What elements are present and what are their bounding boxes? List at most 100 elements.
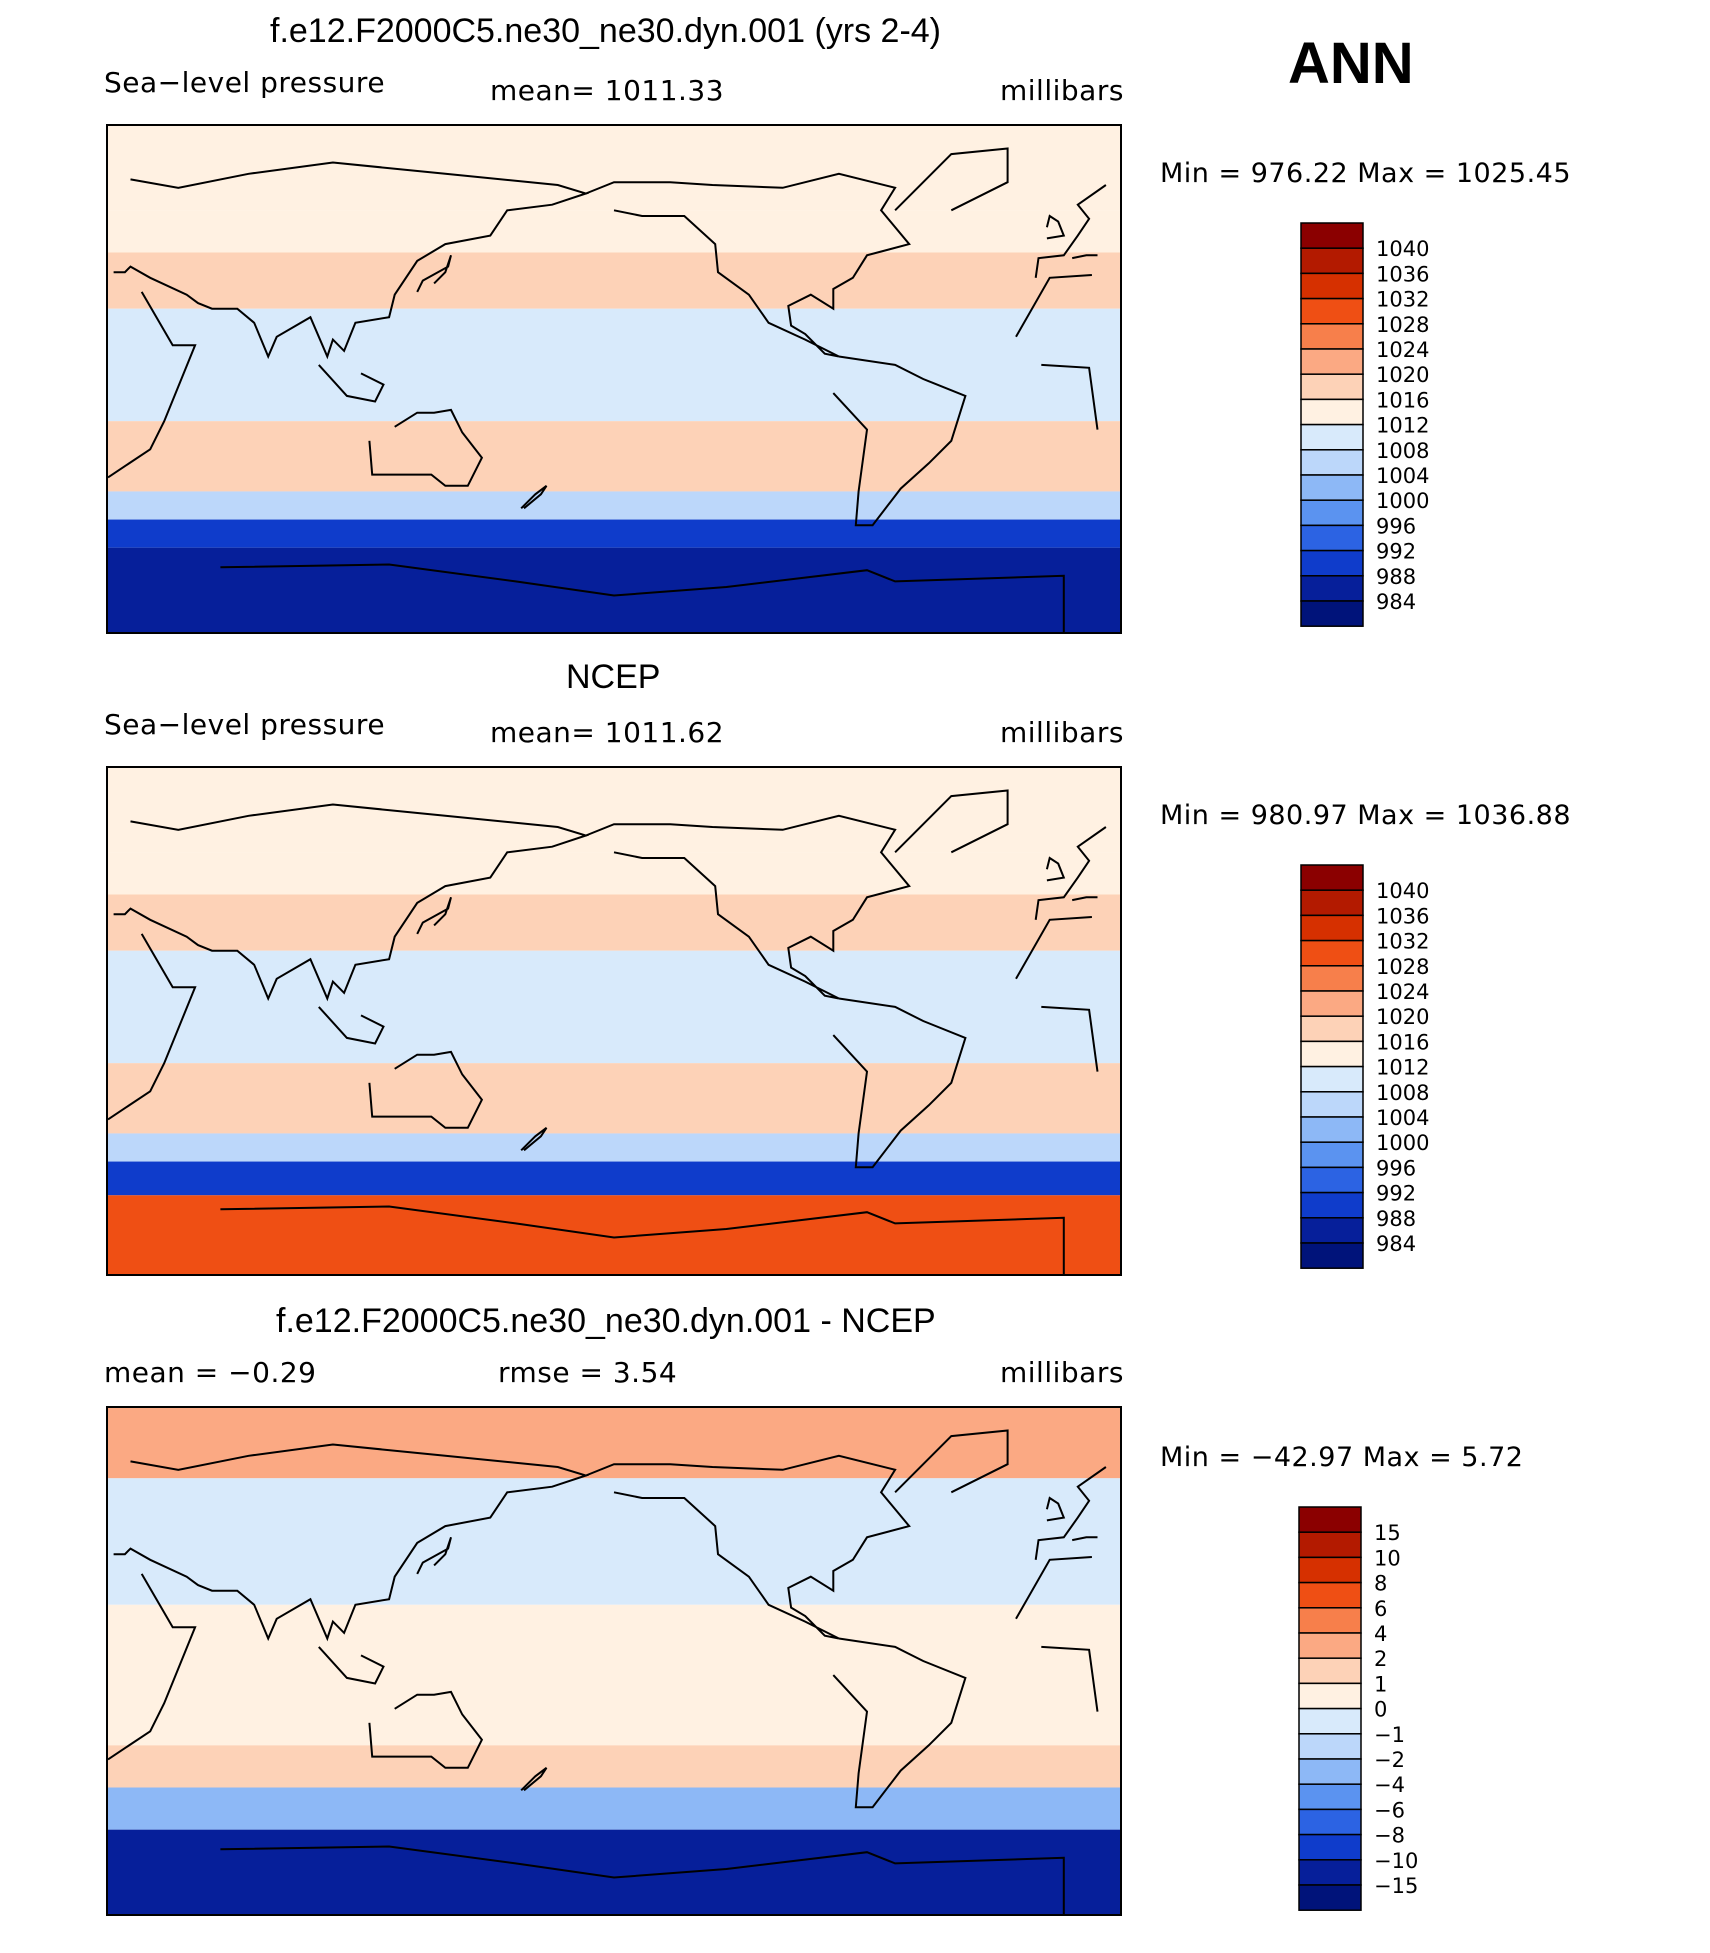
coastline-0 — [108, 1556, 1099, 1761]
colorbar-box — [1300, 1015, 1364, 1043]
coastline-5 — [894, 1429, 1009, 1494]
colorbar-box — [1300, 914, 1364, 942]
coastline-3 — [585, 1454, 911, 1640]
colorbar-box — [1300, 499, 1364, 527]
colorbar-box — [1300, 474, 1364, 501]
colorbar-tick-label: 1012 — [1376, 1056, 1429, 1080]
coastline-9 — [520, 1767, 548, 1792]
minmax-label: Min = −42.97 Max = 5.72 — [1160, 1442, 1524, 1473]
colorbar-box — [1300, 1217, 1364, 1244]
coastline-9 — [520, 1127, 548, 1152]
colorbar-difference: 15 10 8 6 4 2 1 0 −1 −2 −4 −6 −8 −10 −15 — [1298, 1506, 1458, 1913]
colorbar-box — [1300, 398, 1364, 426]
map-band-7 — [108, 1195, 1120, 1274]
colorbar-tick-label: 988 — [1376, 1207, 1416, 1231]
colorbar-box — [1298, 1783, 1362, 1811]
colorbar-box — [1300, 1116, 1364, 1143]
coastline-10 — [1045, 1496, 1066, 1522]
colorbar-box — [1298, 1506, 1362, 1533]
rmse-label: rmse = 3.54 — [498, 1356, 678, 1389]
coastline-1 — [113, 1443, 1107, 1642]
colorbar-tick-label: 996 — [1376, 1156, 1416, 1180]
map-panel-model — [106, 124, 1122, 634]
coastline-6 — [220, 563, 1065, 632]
colorbar-box — [1298, 1884, 1362, 1911]
coastline-4 — [832, 355, 967, 527]
season-label: ANN — [1288, 31, 1414, 96]
colorbar-tick-label: 1008 — [1376, 1081, 1429, 1105]
colorbar-tick-label: 1 — [1374, 1672, 1387, 1696]
colorbar-box — [1298, 1733, 1362, 1760]
colorbar-box — [1298, 1531, 1362, 1559]
colorbar-tick-label: 1032 — [1376, 288, 1429, 312]
coastline-7 — [416, 254, 452, 293]
colorbar-tick-label: 1000 — [1376, 489, 1429, 513]
coastline-7 — [416, 896, 452, 935]
colorbar-tick-label: −10 — [1374, 1849, 1418, 1873]
map-band-3 — [108, 1745, 1120, 1788]
map-band-2 — [108, 252, 1120, 309]
map-band-1 — [108, 1478, 1120, 1605]
colorbar-box — [1300, 889, 1364, 917]
colorbar-tick-label: 6 — [1374, 1597, 1387, 1621]
colorbar-box — [1298, 1581, 1362, 1609]
colorbar-box — [1300, 247, 1364, 275]
map-band-3 — [108, 308, 1120, 422]
coastline-1 — [113, 161, 1107, 360]
coastline-0 — [108, 916, 1099, 1121]
coastline-8 — [318, 364, 385, 403]
colorbar-box — [1300, 549, 1364, 577]
colorbar-box — [1300, 1040, 1364, 1068]
map-band-4 — [108, 1063, 1120, 1134]
coastline-3 — [585, 814, 911, 1000]
colorbar-box — [1300, 348, 1364, 375]
panel-title: NCEP — [566, 658, 661, 696]
colorbar-tick-label: 1036 — [1376, 262, 1429, 286]
mean-label: mean = −0.29 — [104, 1356, 317, 1389]
colorbar-box — [1298, 1758, 1362, 1785]
colorbar-ncep: 1040 1036 1032 1028 1024 1020 1016 1012 1008 1004… — [1300, 864, 1460, 1271]
colorbar-tick-label: 1024 — [1376, 338, 1429, 362]
coastline-10 — [1045, 856, 1066, 882]
map-band-5 — [108, 1133, 1120, 1162]
colorbar-tick-label: 2 — [1374, 1647, 1387, 1671]
coastline-0 — [108, 274, 1099, 479]
colorbar-tick-label: 992 — [1376, 1182, 1416, 1206]
colorbar-box — [1300, 939, 1364, 967]
map-band-0 — [108, 1408, 1120, 1479]
colorbar-box — [1298, 1859, 1362, 1886]
mean-label: mean= 1011.62 — [490, 716, 725, 749]
colorbar-box — [1298, 1833, 1362, 1861]
coastline-1 — [113, 803, 1107, 1002]
coastline-6 — [220, 1205, 1065, 1274]
colorbar-tick-label: 996 — [1376, 514, 1416, 538]
map-band-3 — [108, 950, 1120, 1064]
colorbar-tick-label: −1 — [1374, 1723, 1405, 1747]
colorbar-tick-label: 1016 — [1376, 1030, 1429, 1054]
map-band-2 — [108, 1604, 1120, 1746]
map-svg — [108, 768, 1120, 1274]
colorbar-box — [1300, 449, 1364, 476]
colorbar-box — [1300, 272, 1364, 300]
map-band-0 — [108, 768, 1120, 853]
colorbar-tick-label: 992 — [1376, 540, 1416, 564]
map-band-4 — [108, 421, 1120, 492]
colorbar-tick-label: 1008 — [1376, 439, 1429, 463]
map-band-5 — [108, 1829, 1120, 1914]
colorbar-box — [1300, 373, 1364, 401]
colorbar-tick-label: 984 — [1376, 590, 1416, 614]
colorbar-box — [1300, 423, 1364, 451]
colorbar-model: 1040 1036 1032 1028 1024 1020 1016 1012 1008 1004… — [1300, 222, 1460, 629]
variable-label: Sea−level pressure — [104, 708, 386, 741]
coastline-3 — [585, 172, 911, 358]
colorbar-box — [1300, 323, 1364, 350]
minmax-label: Min = 976.22 Max = 1025.45 — [1160, 158, 1572, 189]
colorbar-box — [1300, 1065, 1364, 1093]
colorbar-tick-label: −15 — [1374, 1874, 1418, 1898]
colorbar-tick-label: 1000 — [1376, 1131, 1429, 1155]
colorbar-box — [1298, 1707, 1362, 1735]
map-svg — [108, 126, 1120, 632]
colorbar-box — [1300, 575, 1364, 602]
colorbar-box — [1300, 600, 1364, 627]
